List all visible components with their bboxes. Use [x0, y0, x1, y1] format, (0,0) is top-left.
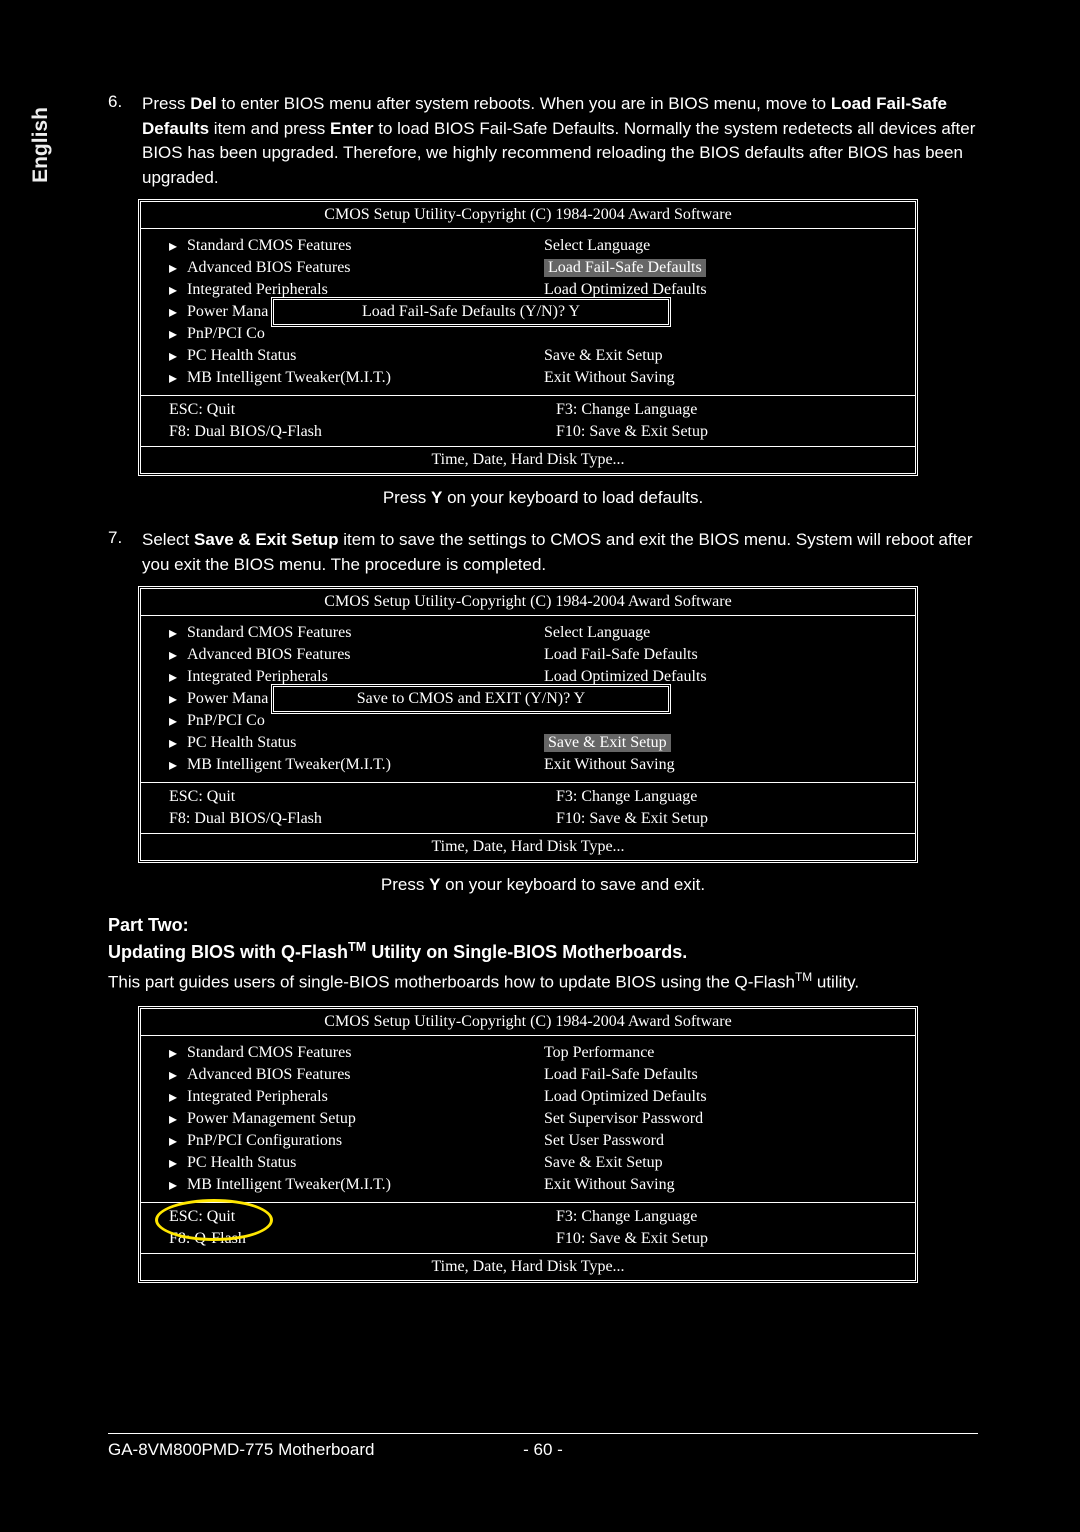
bios-screenshot-2: CMOS Setup Utility-Copyright (C) 1984-20… [138, 586, 918, 864]
menu-item: Exit Without Saving [534, 754, 909, 776]
bios-popup: Save to CMOS and EXIT (Y/N)? Y [271, 684, 671, 714]
arrow-icon: ▸ [169, 1109, 187, 1129]
language-tab: English [26, 100, 56, 190]
tm-mark: TM [795, 970, 812, 984]
help-left: ESC: Quit F8: Dual BIOS/Q-Flash [141, 398, 528, 445]
help-right: F3: Change Language F10: Save & Exit Set… [528, 1205, 915, 1252]
menu-item: Load Fail-Safe Defaults [534, 644, 909, 666]
arrow-icon: ▸ [169, 302, 187, 322]
bios-popup: Load Fail-Safe Defaults (Y/N)? Y [271, 297, 671, 327]
menu-item: Exit Without Saving [534, 367, 909, 389]
part-two-description: This part guides users of single-BIOS mo… [108, 969, 978, 995]
footer-page-number: - 60 - [503, 1440, 583, 1460]
arrow-icon: ▸ [169, 645, 187, 665]
bios-left-col: ▸Standard CMOS Features ▸Advanced BIOS F… [141, 1040, 528, 1198]
arrow-icon: ▸ [169, 1131, 187, 1151]
arrow-icon: ▸ [169, 1065, 187, 1085]
caption-2: Press Y on your keyboard to save and exi… [108, 875, 978, 895]
tm-mark: TM [348, 940, 366, 954]
bios-title: CMOS Setup Utility-Copyright (C) 1984-20… [141, 1009, 915, 1036]
bios-screenshot-1: CMOS Setup Utility-Copyright (C) 1984-20… [138, 199, 918, 477]
step-number: 7. [108, 528, 142, 577]
menu-item: Load Optimized Defaults [534, 1086, 909, 1108]
menu-item: ▸Advanced BIOS Features [147, 644, 522, 666]
menu-item: Set Supervisor Password [534, 1108, 909, 1130]
menu-item: ▸Standard CMOS Features [147, 235, 522, 257]
bios-title: CMOS Setup Utility-Copyright (C) 1984-20… [141, 202, 915, 229]
part-two-subtitle: Updating BIOS with Q-FlashTM Utility on … [108, 940, 978, 963]
menu-item: Save & Exit Setup [534, 1152, 909, 1174]
menu-item: Set User Password [534, 1130, 909, 1152]
bios-menu: ▸Standard CMOS Features ▸Advanced BIOS F… [141, 1036, 915, 1203]
menu-item: ▸MB Intelligent Tweaker(M.I.T.) [147, 1174, 522, 1196]
page-content: 6. Press Del to enter BIOS menu after sy… [108, 92, 978, 1283]
bios-footer: Time, Date, Hard Disk Type... [141, 447, 915, 473]
help-right: F3: Change Language F10: Save & Exit Set… [528, 785, 915, 832]
arrow-icon: ▸ [169, 711, 187, 731]
arrow-icon: ▸ [169, 733, 187, 753]
arrow-icon: ▸ [169, 346, 187, 366]
step-number: 6. [108, 92, 142, 191]
bios-help-bar: ESC: Quit F8: Dual BIOS/Q-Flash F3: Chan… [141, 396, 915, 448]
arrow-icon: ▸ [169, 623, 187, 643]
menu-item-highlighted: Load Fail-Safe Defaults [534, 257, 909, 279]
arrow-icon: ▸ [169, 689, 187, 709]
step-6: 6. Press Del to enter BIOS menu after sy… [108, 92, 978, 191]
menu-item: ▸Standard CMOS Features [147, 622, 522, 644]
bios-right-col: Top Performance Load Fail-Safe Defaults … [528, 1040, 915, 1198]
bios-menu: ▸Standard CMOS Features ▸Advanced BIOS F… [141, 616, 915, 783]
page-footer: GA-8VM800PMD-775 Motherboard - 60 - [108, 1433, 978, 1460]
bios-footer: Time, Date, Hard Disk Type... [141, 1254, 915, 1280]
menu-item: Select Language [534, 622, 909, 644]
arrow-icon: ▸ [169, 324, 187, 344]
menu-item: Load Fail-Safe Defaults [534, 1064, 909, 1086]
step-6-text: Press Del to enter BIOS menu after syste… [142, 92, 978, 191]
menu-item: ▸PC Health Status [147, 732, 522, 754]
menu-item: ▸PC Health Status [147, 1152, 522, 1174]
menu-item: ▸Advanced BIOS Features [147, 257, 522, 279]
arrow-icon: ▸ [169, 258, 187, 278]
bios-title: CMOS Setup Utility-Copyright (C) 1984-20… [141, 589, 915, 616]
part-two-title: Part Two: [108, 915, 978, 936]
menu-item: ▸PC Health Status [147, 345, 522, 367]
help-right: F3: Change Language F10: Save & Exit Set… [528, 398, 915, 445]
bios-help-bar: ESC: Quit F8: Q-Flash F3: Change Languag… [141, 1203, 915, 1255]
arrow-icon: ▸ [169, 236, 187, 256]
step-7: 7. Select Save & Exit Setup item to save… [108, 528, 978, 577]
help-left: ESC: Quit F8: Dual BIOS/Q-Flash [141, 785, 528, 832]
arrow-icon: ▸ [169, 755, 187, 775]
menu-item: ▸Integrated Peripherals [147, 1086, 522, 1108]
footer-model: GA-8VM800PMD-775 Motherboard [108, 1440, 503, 1460]
arrow-icon: ▸ [169, 1175, 187, 1195]
arrow-icon: ▸ [169, 1043, 187, 1063]
menu-item: Select Language [534, 235, 909, 257]
menu-item: ▸PnP/PCI Configurations [147, 1130, 522, 1152]
menu-item: ▸Power Management Setup [147, 1108, 522, 1130]
arrow-icon: ▸ [169, 1153, 187, 1173]
arrow-icon: ▸ [169, 667, 187, 687]
bios-screenshot-3: CMOS Setup Utility-Copyright (C) 1984-20… [138, 1006, 918, 1284]
help-left: ESC: Quit F8: Q-Flash [141, 1205, 528, 1252]
menu-item: ▸Advanced BIOS Features [147, 1064, 522, 1086]
menu-item: ▸MB Intelligent Tweaker(M.I.T.) [147, 367, 522, 389]
language-label: English [29, 107, 53, 183]
menu-item: Top Performance [534, 1042, 909, 1064]
menu-item-highlighted: Save & Exit Setup [534, 732, 909, 754]
menu-item: ▸MB Intelligent Tweaker(M.I.T.) [147, 754, 522, 776]
step-7-text: Select Save & Exit Setup item to save th… [142, 528, 978, 577]
bios-menu: ▸Standard CMOS Features ▸Advanced BIOS F… [141, 229, 915, 396]
arrow-icon: ▸ [169, 280, 187, 300]
menu-item: ▸Standard CMOS Features [147, 1042, 522, 1064]
arrow-icon: ▸ [169, 1087, 187, 1107]
caption-1: Press Y on your keyboard to load default… [108, 488, 978, 508]
bios-help-bar: ESC: Quit F8: Dual BIOS/Q-Flash F3: Chan… [141, 783, 915, 835]
arrow-icon: ▸ [169, 368, 187, 388]
menu-item: Save & Exit Setup [534, 345, 909, 367]
bios-footer: Time, Date, Hard Disk Type... [141, 834, 915, 860]
menu-item: Exit Without Saving [534, 1174, 909, 1196]
